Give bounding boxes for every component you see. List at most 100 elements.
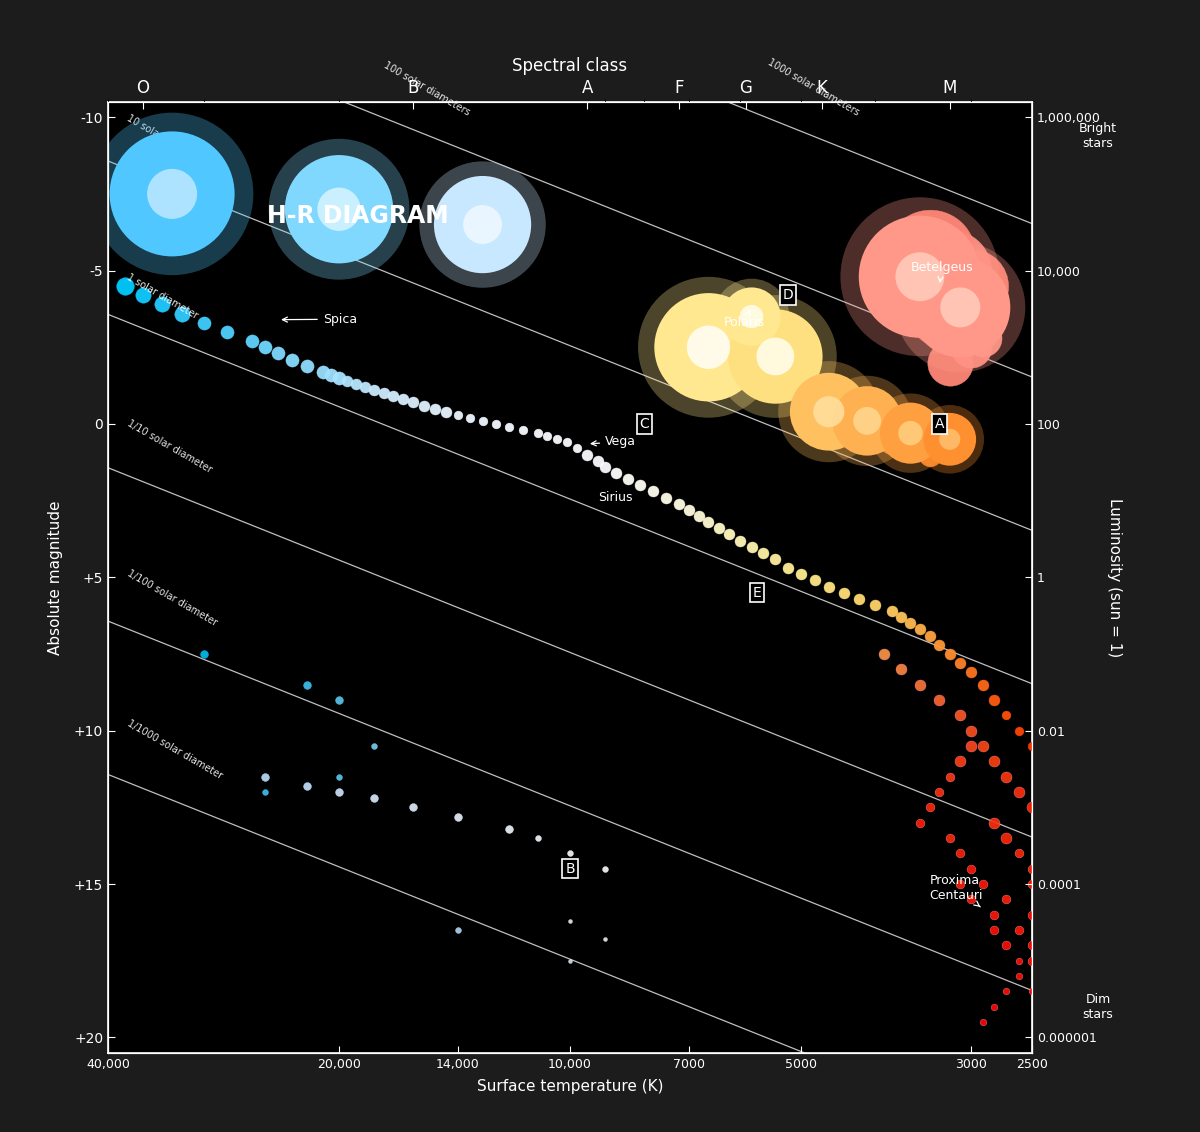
Point	[162, 185, 181, 203]
Point	[820, 403, 839, 421]
Point	[742, 538, 761, 556]
Point	[892, 660, 911, 678]
Point	[473, 412, 492, 430]
Point	[985, 753, 1004, 771]
Point	[961, 891, 980, 909]
Point	[329, 200, 349, 218]
Point	[486, 415, 505, 434]
Point	[529, 829, 548, 847]
Point	[1022, 859, 1042, 877]
Point	[742, 308, 761, 326]
Y-axis label: Luminosity (sun = 1): Luminosity (sun = 1)	[1106, 498, 1122, 657]
Point	[748, 338, 767, 357]
Point	[473, 215, 492, 233]
Point	[820, 400, 839, 418]
Point	[607, 464, 626, 482]
Point	[865, 427, 884, 445]
Point	[568, 439, 587, 457]
Point	[901, 424, 920, 443]
Point	[997, 706, 1016, 724]
Point	[347, 375, 366, 393]
Point	[670, 495, 689, 513]
Point	[950, 654, 970, 672]
Point	[256, 767, 275, 786]
Point	[766, 348, 785, 366]
Point	[820, 403, 839, 421]
Point	[374, 384, 394, 402]
Point	[901, 424, 920, 443]
Point	[162, 185, 181, 203]
Point	[194, 314, 214, 332]
Point	[772, 360, 791, 378]
Point	[577, 446, 596, 464]
Point	[911, 676, 930, 694]
Point	[997, 767, 1016, 786]
Point	[940, 767, 959, 786]
Text: Dim
stars: Dim stars	[1082, 994, 1114, 1021]
Point	[643, 482, 662, 500]
Point	[742, 308, 761, 326]
Point	[901, 615, 920, 633]
Point	[595, 931, 614, 949]
Point	[766, 348, 785, 366]
Point	[449, 405, 468, 423]
Point	[329, 691, 349, 709]
X-axis label: Spectral class: Spectral class	[512, 57, 628, 75]
Point	[858, 412, 877, 430]
Point	[911, 267, 930, 285]
Point	[950, 844, 970, 863]
Point	[950, 299, 970, 317]
Point	[560, 952, 580, 970]
Text: 1000 solar diameters: 1000 solar diameters	[766, 57, 860, 118]
Point	[875, 645, 894, 663]
Point	[973, 676, 992, 694]
Point	[365, 737, 384, 755]
Point	[805, 391, 824, 409]
Point	[689, 507, 708, 525]
Point	[1022, 798, 1042, 816]
Point	[194, 645, 214, 663]
Point	[595, 457, 614, 475]
Point	[298, 676, 317, 694]
Point	[997, 891, 1016, 909]
Point	[834, 409, 853, 427]
Point	[313, 362, 332, 380]
Text: H-R DIAGRAM: H-R DIAGRAM	[266, 204, 449, 228]
Point	[798, 378, 817, 396]
Point	[850, 418, 869, 436]
Point	[656, 489, 676, 507]
Point	[329, 369, 349, 387]
Point	[698, 338, 718, 357]
Point	[1009, 952, 1028, 970]
Point	[961, 338, 980, 357]
Point	[812, 384, 832, 402]
Point	[940, 430, 959, 448]
Point	[930, 691, 949, 709]
Point	[883, 602, 902, 620]
Text: 1/1000 solar diameter: 1/1000 solar diameter	[125, 719, 223, 781]
Point	[920, 626, 940, 644]
Point	[858, 412, 877, 430]
Text: 1 solar diameter: 1 solar diameter	[125, 273, 199, 321]
Point	[514, 421, 533, 439]
Point	[1022, 875, 1042, 893]
Text: 1/100 solar diameter: 1/100 solar diameter	[125, 568, 218, 628]
Point	[742, 308, 761, 326]
Point	[698, 513, 718, 531]
Point	[920, 246, 940, 264]
Text: E: E	[752, 585, 762, 600]
Point	[720, 525, 739, 543]
X-axis label: Surface temperature (K): Surface temperature (K)	[476, 1079, 664, 1094]
Point	[997, 936, 1016, 954]
Point	[365, 789, 384, 807]
Point	[298, 357, 317, 375]
Point	[985, 921, 1004, 940]
Point	[754, 543, 773, 561]
Text: 1/10 solar diameter: 1/10 solar diameter	[125, 418, 214, 474]
Point	[560, 844, 580, 863]
Point	[858, 412, 877, 430]
Point	[329, 767, 349, 786]
Point	[973, 329, 992, 348]
Point	[850, 590, 869, 608]
Point	[950, 706, 970, 724]
